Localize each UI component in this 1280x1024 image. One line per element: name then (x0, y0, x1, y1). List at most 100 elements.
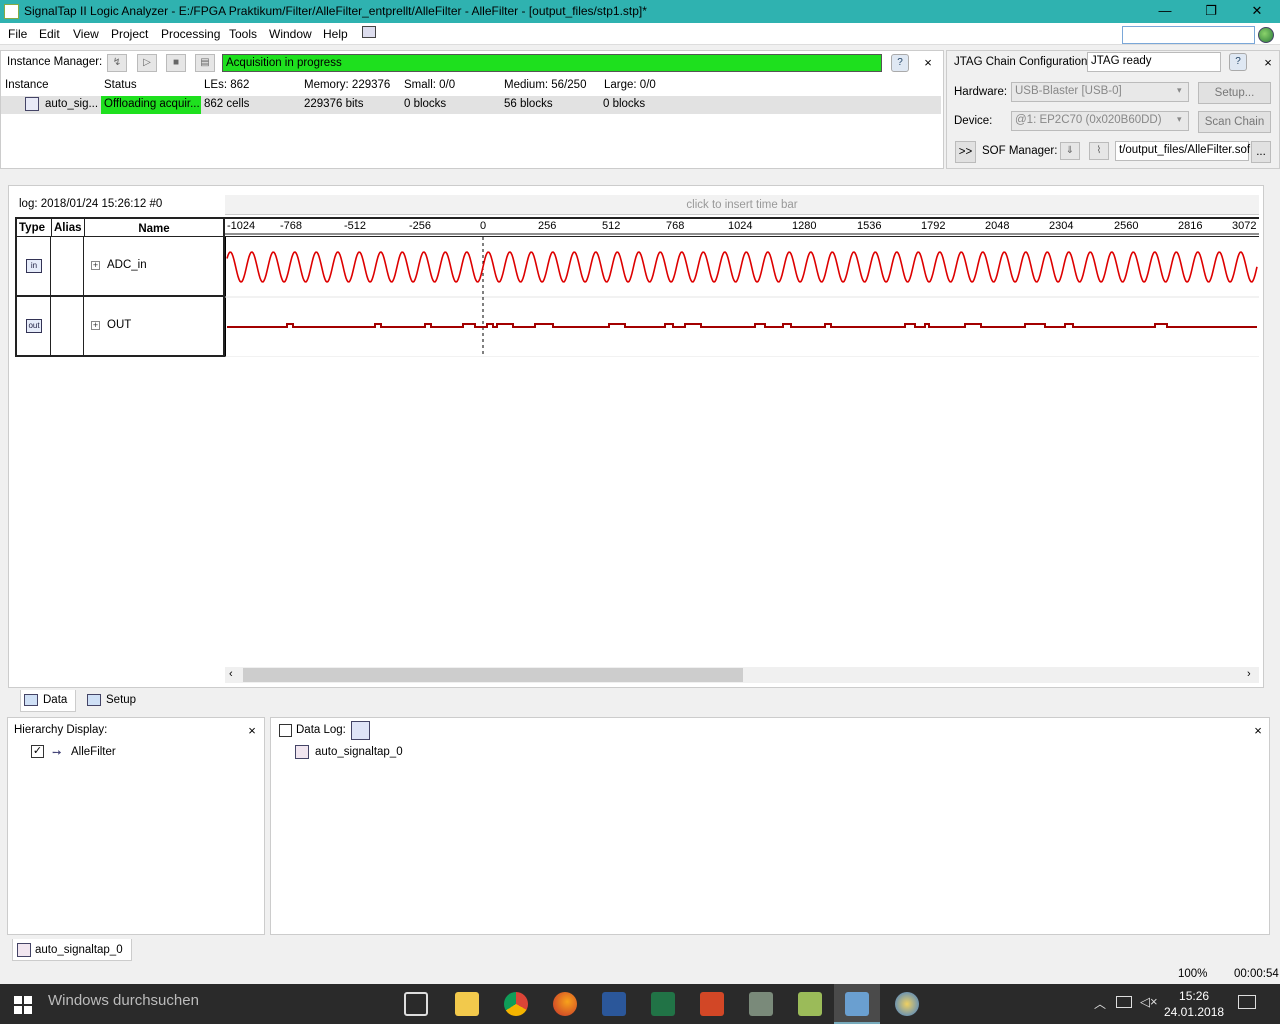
scrollbar-thumb[interactable] (243, 668, 743, 682)
datalog-item[interactable]: auto_signaltap_0 (315, 746, 403, 758)
signal-row-out[interactable]: out + OUT (15, 297, 225, 357)
instance-manager-panel: Instance Manager: ↯ ▷ ■ ▤ Acquisition in… (0, 50, 944, 169)
jtag-close-icon[interactable]: × (1264, 55, 1272, 70)
expand-icon[interactable]: + (91, 320, 100, 330)
menu-file[interactable]: File (8, 27, 28, 41)
hierarchy-item[interactable]: AlleFilter (71, 746, 116, 758)
col-alias[interactable]: Alias (51, 219, 82, 236)
col-memory[interactable]: Memory: 229376 (304, 79, 391, 91)
signal-name: ADC_in (107, 259, 147, 271)
tick-label: 2048 (985, 220, 1010, 232)
read-data-icon[interactable]: ▤ (195, 54, 215, 72)
excel-icon[interactable] (651, 992, 675, 1016)
device-select[interactable]: @1: EP2C70 (0x020B60DD) (1011, 111, 1189, 131)
notepad-icon[interactable] (798, 992, 822, 1016)
windows-start-icon[interactable] (14, 996, 32, 1014)
program-device-icon[interactable]: ⇓ (1060, 142, 1080, 160)
elapsed-time: 00:00:54 (1234, 968, 1279, 980)
expand-button[interactable]: >> (955, 141, 976, 163)
col-medium[interactable]: Medium: 56/250 (504, 79, 587, 91)
explorer-icon[interactable] (455, 992, 479, 1016)
network-icon[interactable] (1116, 996, 1132, 1008)
menu-project[interactable]: Project (111, 27, 149, 41)
jtag-help-icon[interactable]: ? (1229, 53, 1247, 71)
scan-chain-button[interactable]: Scan Chain (1198, 111, 1271, 133)
col-instance[interactable]: Instance (5, 79, 49, 91)
close-icon[interactable]: × (924, 55, 932, 70)
paint-icon[interactable] (895, 992, 919, 1016)
hardware-select[interactable]: USB-Blaster [USB-0] (1011, 82, 1189, 102)
hierarchy-checkbox[interactable]: ✓ (31, 745, 44, 758)
help-icon[interactable]: ? (891, 54, 909, 72)
timebar-insert-area[interactable]: click to insert time bar (225, 195, 1259, 215)
autorun-icon[interactable]: ↯ (107, 54, 127, 72)
setup-button[interactable]: Setup... (1198, 82, 1271, 104)
menu-help[interactable]: Help (323, 27, 348, 41)
out-waveform (227, 323, 1257, 328)
taskbar-search[interactable]: Windows durchsuchen (48, 992, 199, 1009)
signaltap-taskbar-button[interactable] (834, 984, 880, 1024)
word-icon[interactable] (602, 992, 626, 1016)
scroll-left-icon[interactable]: ‹ (229, 668, 233, 680)
col-name[interactable]: Name (84, 219, 223, 236)
taskbar-clock[interactable]: 15:26 24.01.2018 (1164, 988, 1224, 1020)
firefox-icon[interactable] (553, 992, 577, 1016)
title-bar: SignalTap II Logic Analyzer - E:/FPGA Pr… (0, 0, 1280, 23)
signal-row-adc-in[interactable]: in + ADC_in (15, 237, 225, 297)
chrome-icon[interactable] (504, 992, 528, 1016)
menu-tools[interactable]: Tools (229, 27, 258, 41)
task-view-icon[interactable] (404, 992, 428, 1016)
help-balloon-icon[interactable] (362, 26, 376, 38)
horizontal-scrollbar[interactable]: ‹ › (225, 667, 1259, 683)
col-small[interactable]: Small: 0/0 (404, 79, 456, 91)
time-ruler[interactable]: -1024 -768 -512 -256 0 256 512 768 1024 … (225, 217, 1259, 237)
tab-data[interactable]: Data (20, 690, 76, 712)
input-pin-icon: in (26, 259, 42, 273)
menu-window[interactable]: Window (269, 27, 312, 41)
ruler-ticks-svg (225, 233, 1259, 235)
instance-table-header: Instance Status LEs: 862 Memory: 229376 … (1, 77, 941, 95)
tab-setup-label: Setup (106, 694, 137, 706)
instance-manager-label: Instance Manager: (7, 56, 103, 68)
scroll-right-icon[interactable]: › (1247, 668, 1251, 680)
browse-button[interactable]: ... (1251, 141, 1271, 163)
table-row[interactable]: auto_sig... Offloading acquir... 862 cel… (1, 96, 941, 114)
attach-icon[interactable]: ⌇ (1089, 142, 1109, 160)
col-les[interactable]: LEs: 862 (204, 79, 250, 91)
col-status[interactable]: Status (104, 79, 137, 91)
menu-view[interactable]: View (73, 27, 99, 41)
close-window-button[interactable]: ✕ (1251, 3, 1263, 18)
datalog-enable-icon[interactable] (351, 721, 370, 740)
network-app-icon[interactable] (749, 992, 773, 1016)
maximize-button[interactable]: ❐ (1205, 3, 1217, 18)
search-input[interactable] (1122, 26, 1255, 44)
tray-chevron-icon[interactable]: ︿ (1094, 997, 1107, 1011)
instance-tab-label: auto_signaltap_0 (35, 944, 123, 956)
output-pin-icon: out (26, 319, 42, 333)
waveform-panel: log: 2018/01/24 15:26:12 #0 click to ins… (8, 185, 1264, 688)
minimize-button[interactable]: — (1158, 3, 1172, 18)
status-badge: Offloading acquir... (101, 96, 201, 114)
instance-tab[interactable]: auto_signaltap_0 (12, 939, 132, 961)
stop-icon[interactable]: ■ (166, 54, 186, 72)
instance-icon (295, 745, 309, 759)
menu-processing[interactable]: Processing (161, 27, 221, 41)
powerpoint-icon[interactable] (700, 992, 724, 1016)
tick-label: 2560 (1114, 220, 1139, 232)
waveform-canvas[interactable] (225, 237, 1259, 357)
menu-edit[interactable]: Edit (39, 27, 60, 41)
col-large[interactable]: Large: 0/0 (604, 79, 656, 91)
expand-icon[interactable]: + (91, 260, 100, 270)
col-type[interactable]: Type (19, 222, 45, 234)
close-icon[interactable]: × (248, 723, 256, 738)
run-icon[interactable]: ▷ (137, 54, 157, 72)
volume-icon[interactable]: ◁× (1140, 994, 1158, 1009)
tick-label: -512 (344, 220, 367, 232)
close-icon[interactable]: × (1254, 723, 1262, 738)
globe-icon[interactable] (1258, 27, 1274, 43)
datalog-checkbox[interactable] (279, 724, 292, 737)
notifications-icon[interactable] (1238, 995, 1256, 1009)
tab-setup[interactable]: Setup (84, 690, 148, 712)
clock-time: 15:26 (1179, 989, 1210, 1003)
sof-path-field[interactable]: t/output_files/AlleFilter.sof (1115, 141, 1250, 161)
